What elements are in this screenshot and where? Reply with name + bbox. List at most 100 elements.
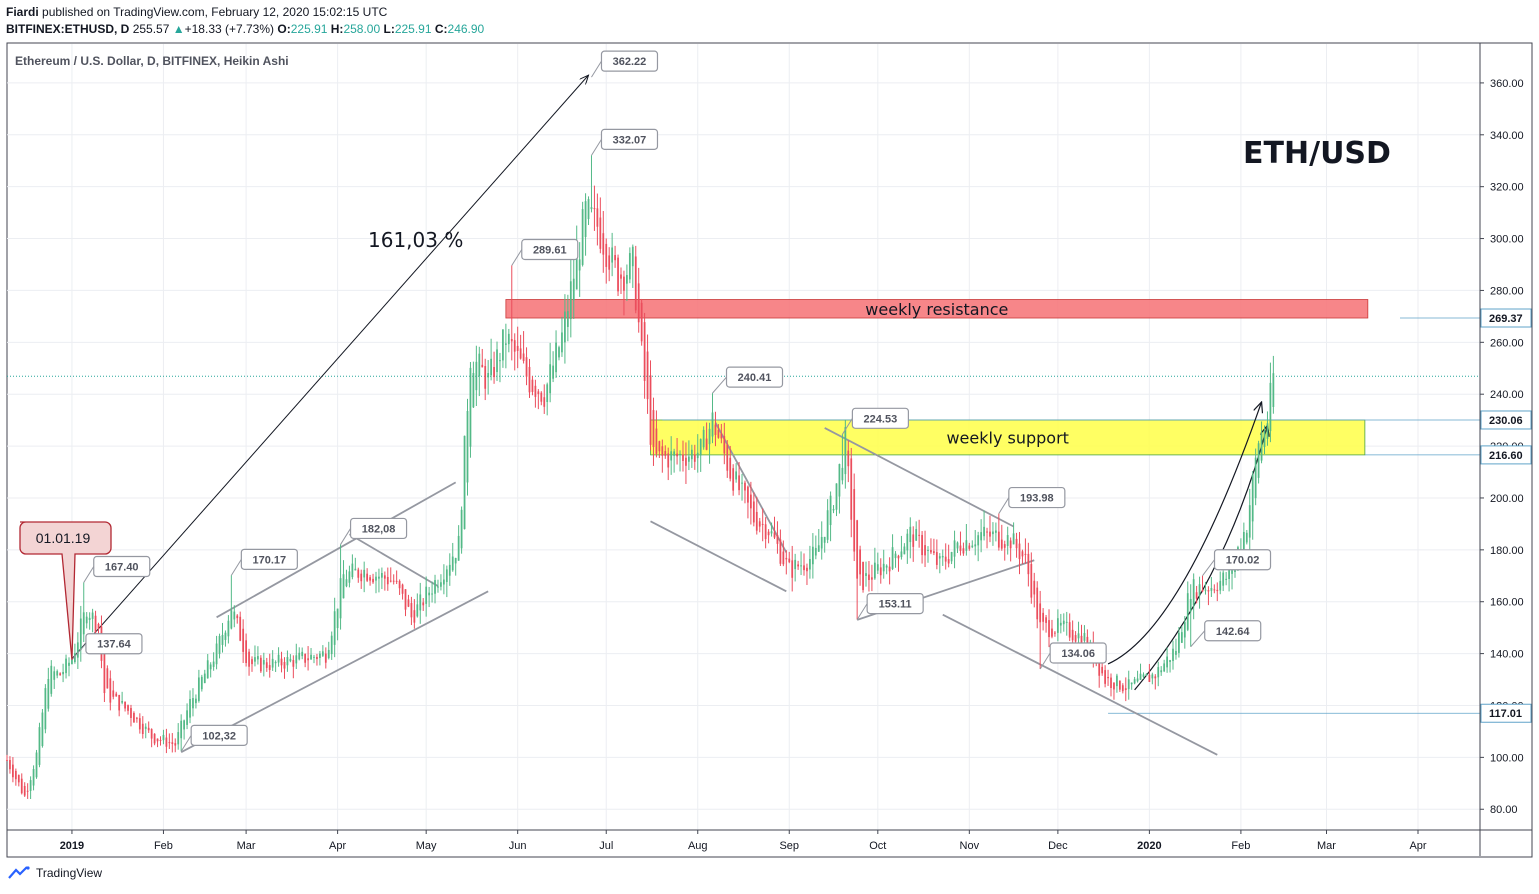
candle-body	[915, 529, 918, 541]
candle-body	[1242, 532, 1245, 553]
candle-body	[124, 701, 126, 709]
candle-body	[401, 584, 404, 594]
candle-body	[475, 361, 478, 391]
candle-body	[1263, 430, 1266, 447]
candle-body	[679, 453, 681, 455]
candle-body	[584, 201, 587, 238]
candle-body	[803, 565, 805, 571]
candle-body	[1186, 593, 1189, 630]
x-tick-label: Apr	[1409, 840, 1426, 852]
candle-body	[265, 662, 268, 668]
footer-brand[interactable]: TradingView	[8, 866, 102, 880]
price-label: 362.22	[613, 56, 647, 68]
candle-body	[876, 564, 879, 571]
candle-body	[708, 428, 711, 445]
chart-title: ETH/USD	[1243, 136, 1391, 171]
candle-body	[469, 367, 472, 447]
candle-body	[248, 651, 250, 667]
candle-body	[348, 571, 351, 583]
candle-body	[921, 535, 923, 556]
candle-body	[699, 439, 702, 456]
author-name[interactable]: Fiardi	[6, 5, 39, 19]
candle-body	[345, 579, 348, 587]
y-tick-label: 180.00	[1490, 545, 1524, 557]
price-label: 137.64	[97, 639, 132, 651]
candle-body	[859, 549, 861, 575]
y-tick-label: 260.00	[1490, 337, 1524, 349]
candle-body	[197, 677, 200, 701]
candle-body	[1172, 648, 1174, 662]
candle-body	[525, 357, 528, 377]
candle-body	[1201, 589, 1204, 592]
candle-body	[242, 628, 245, 652]
x-tick-label: May	[416, 840, 437, 852]
candle-body	[354, 568, 357, 571]
candle-body	[159, 739, 162, 741]
candle-body	[977, 535, 980, 546]
candle-body	[404, 589, 407, 610]
candle-body	[221, 634, 224, 645]
candle-body	[888, 566, 891, 572]
candle-body	[909, 526, 912, 543]
candle-body	[251, 659, 253, 665]
candle-body	[522, 353, 525, 361]
candle-body	[138, 718, 141, 730]
candle-body	[791, 560, 794, 578]
candle-body	[451, 556, 454, 571]
candle-body	[1056, 618, 1059, 633]
candle-body	[1133, 679, 1136, 684]
candle-body	[873, 562, 876, 579]
candle-body	[378, 576, 380, 579]
candle-body	[327, 649, 330, 659]
candle-body	[56, 671, 59, 676]
candle-body	[383, 575, 386, 579]
candle-body	[144, 726, 147, 729]
candle-body	[274, 661, 277, 664]
candle-body	[313, 656, 315, 658]
candle-body	[195, 698, 197, 704]
candle-body	[1021, 551, 1024, 557]
open-label: O:	[277, 22, 291, 36]
resistance-zone-label: weekly resistance	[865, 300, 1008, 319]
label-pointer	[83, 566, 95, 583]
candle-body	[729, 457, 732, 479]
candle-body	[23, 785, 26, 796]
candle-body	[575, 251, 578, 290]
publish-line: Fiardi published on TradingView.com, Feb…	[6, 5, 387, 19]
candle-body	[1107, 676, 1109, 679]
candle-body	[555, 342, 557, 373]
candle-body	[702, 429, 705, 448]
candle-body	[513, 340, 516, 352]
candle-body	[1257, 443, 1260, 478]
candle-body	[407, 599, 410, 607]
candle-body	[947, 559, 950, 564]
price-tag: 230.06	[1489, 415, 1523, 427]
close-value: 246.90	[447, 22, 485, 36]
candle-body	[569, 281, 572, 320]
trend-line	[71, 75, 589, 660]
candle-body	[53, 671, 56, 680]
candle-body	[321, 651, 324, 656]
candle-body	[631, 246, 634, 267]
last-price: 255.57	[132, 22, 170, 36]
candle-body	[230, 610, 233, 629]
price-label-box	[240, 548, 298, 570]
candle-body	[466, 411, 469, 483]
candle-body	[357, 569, 360, 578]
time-axis[interactable]: 2019 Feb Mar Apr May Jun Jul Aug Sep Oct Nov Dec 202…	[7, 829, 1532, 852]
trend-line	[942, 613, 1218, 756]
candle-body	[717, 429, 720, 438]
candle-body	[112, 690, 115, 697]
price-axis[interactable]: 80.00100.00120.00140.00160.00180.00200.0…	[1479, 43, 1532, 856]
y-tick-label: 360.00	[1490, 78, 1524, 90]
candle-body	[118, 695, 121, 711]
candle-body	[933, 551, 935, 553]
candle-body	[735, 471, 738, 480]
candle-body	[504, 343, 507, 345]
candle-body	[342, 574, 345, 599]
candle-body	[375, 576, 377, 581]
candle-body	[147, 727, 150, 731]
candle-body	[1145, 673, 1148, 676]
x-tick-label: 2020	[1137, 840, 1161, 852]
